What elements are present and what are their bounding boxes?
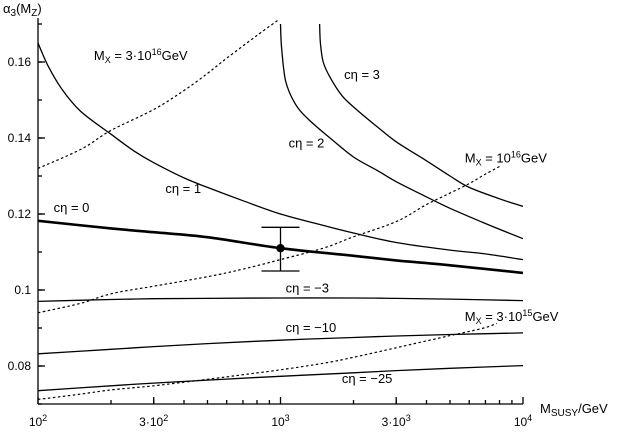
series-label-2: cη = 2 — [289, 136, 325, 151]
series-label-3: cη = 1 — [165, 181, 201, 196]
series-line-9 — [38, 165, 500, 314]
curves — [38, 20, 523, 400]
series-line-10 — [38, 322, 498, 400]
error-bar-group — [261, 226, 300, 272]
x-axis-label: MSUSY/GeV — [540, 401, 608, 419]
series-line-5 — [38, 297, 523, 303]
series-label-10: MX = 3·1015GeV — [465, 308, 559, 326]
x-tick-label: 104 — [514, 413, 532, 429]
curve-labels: cη = 3 cη = 2 cη = 1 cη = 0 cη = −3 cη = −10 c… — [54, 47, 559, 386]
series-line-8 — [38, 20, 280, 169]
x-tick-label: 3·103 — [382, 413, 411, 429]
x-tick-label: 103 — [271, 413, 289, 429]
y-tick-label: 0.1 — [14, 283, 31, 297]
series-label-7: cη = −25 — [342, 371, 393, 386]
series-line-3 — [38, 42, 523, 261]
y-tick-label: 0.16 — [8, 55, 32, 69]
series-label-4: cη = 0 — [54, 200, 90, 215]
x-tick-label: 102 — [29, 413, 47, 429]
series-label-9: MX = 1016GeV — [465, 150, 547, 168]
y-tick-label: 0.14 — [8, 131, 32, 145]
series-line-1 — [318, 23, 523, 208]
axes — [37, 18, 524, 405]
x-tick-label: 3·102 — [139, 413, 168, 429]
y-axis-label: α3(MZ) — [3, 1, 42, 19]
series-line-7 — [38, 364, 523, 392]
series-line-2 — [279, 23, 523, 240]
series-line-6 — [38, 332, 523, 355]
series-label-8: MX = 3·1016GeV — [94, 47, 188, 65]
series-label-1: cη = 3 — [344, 67, 380, 82]
series-label-5: cη = −3 — [286, 280, 329, 295]
measured-point — [276, 244, 285, 253]
series-label-6: cη = −10 — [286, 320, 337, 335]
y-tick-label: 0.08 — [8, 359, 32, 373]
tick-labels: 102 3·102 103 3·103 104 0.08 0.1 0.12 0.14 0.16 — [8, 55, 533, 429]
y-tick-label: 0.12 — [8, 207, 32, 221]
